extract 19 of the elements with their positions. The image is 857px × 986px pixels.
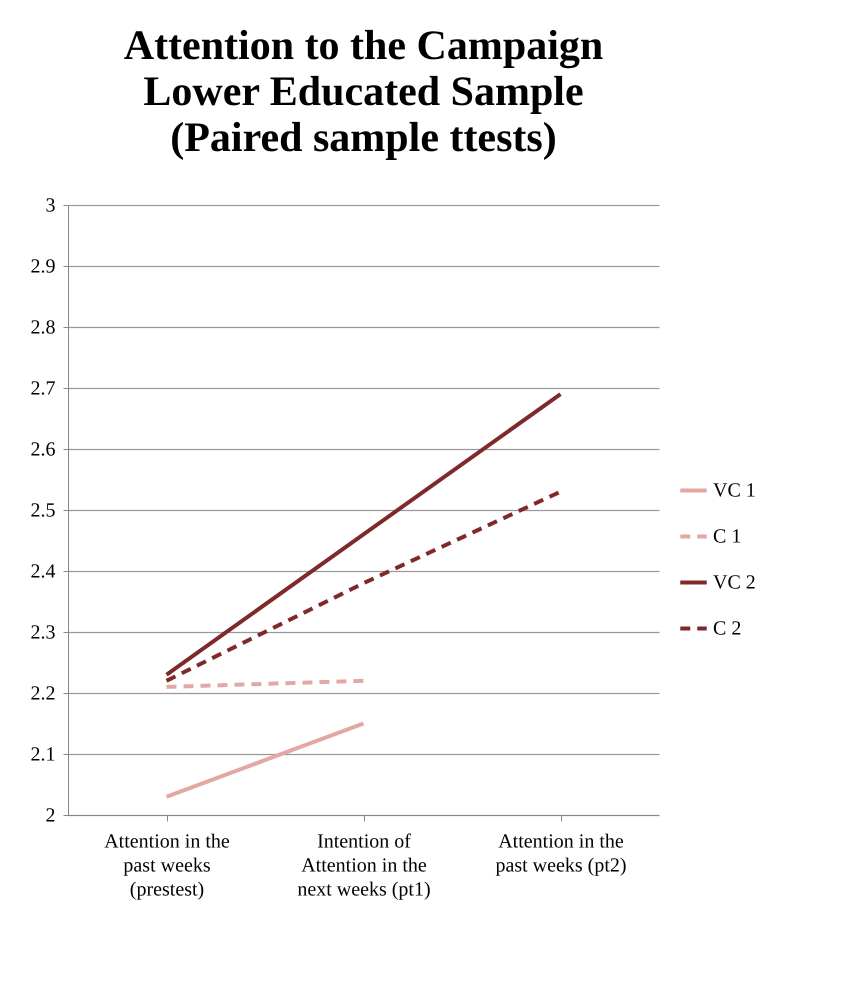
legend-label: VC 2 [713, 572, 756, 594]
x-tick-label: Intention of Attention in the next weeks (pt1) [297, 830, 431, 900]
legend-label: C 2 [713, 618, 742, 640]
y-tick-label: 3 [46, 194, 56, 216]
y-tick-label: 2.5 [30, 500, 56, 522]
y-tick-label: 2 [46, 804, 56, 826]
y-tick-label: 2.3 [30, 622, 56, 644]
legend-label: C 1 [713, 526, 742, 548]
y-tick-label: 2.7 [30, 378, 56, 400]
y-tick-label: 2.9 [30, 256, 56, 278]
chart-title: Attention to the Campaign Lower Educated Sample (Paired sample ttests) [124, 23, 604, 161]
y-tick-label: 2.6 [30, 438, 56, 460]
y-tick-label: 2.8 [30, 316, 56, 338]
y-tick-label: 2.4 [30, 560, 56, 582]
legend-label: VC 1 [713, 480, 756, 502]
y-tick-label: 2.2 [30, 682, 56, 704]
x-tick-label: Attention in the past weeks (pt2) [495, 830, 627, 876]
x-tick-label: Attention in the past weeks (prestest) [104, 830, 230, 900]
y-tick-label: 2.1 [30, 744, 56, 766]
